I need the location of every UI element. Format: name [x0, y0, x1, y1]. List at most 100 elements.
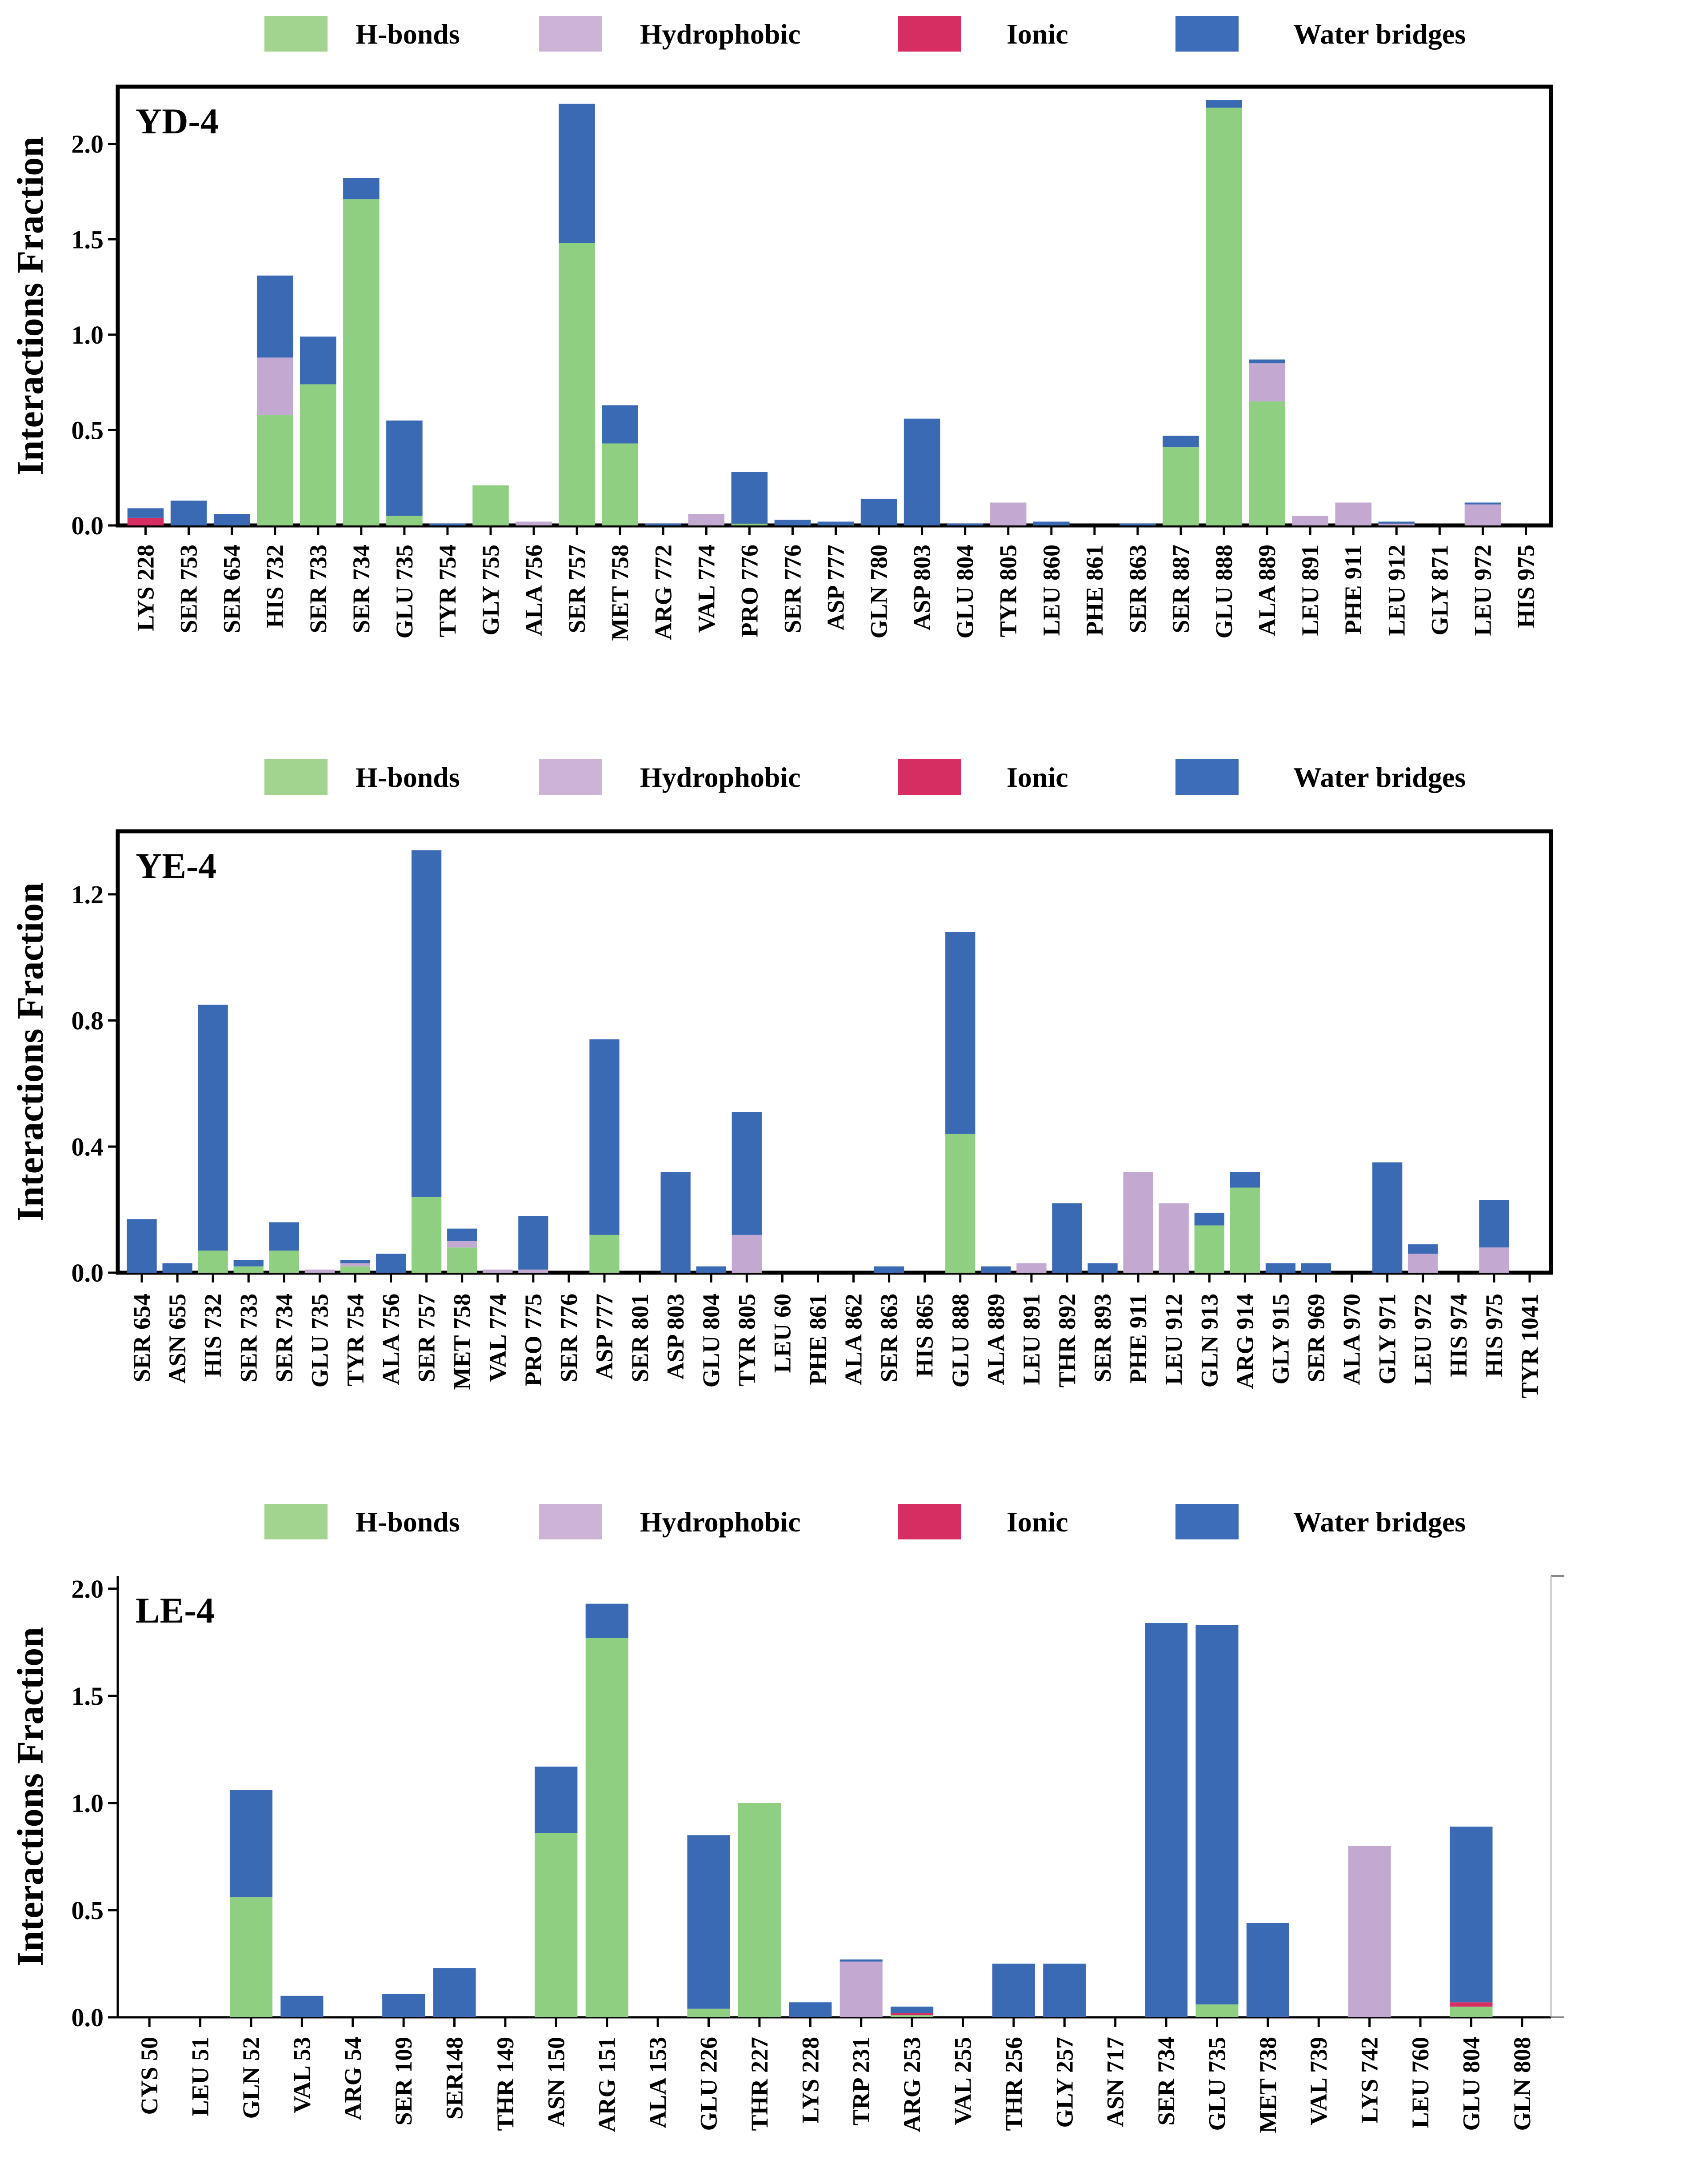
legend-label-hydrophobic: Hydrophobic [640, 1506, 801, 1538]
legend-label-h-bonds: H-bonds [356, 18, 460, 50]
y-tick-label: 0.4 [72, 1132, 104, 1161]
panel-label: YE-4 [136, 846, 216, 886]
x-tick-label: SER 733 [305, 545, 332, 633]
x-tick-label: PRO 776 [736, 545, 763, 637]
bar-phe-911 [1123, 1172, 1153, 1273]
x-tick-label: HIS 974 [1445, 1294, 1472, 1377]
bar-segment-water-bridges [992, 1964, 1035, 2017]
bar-segment-h-bonds [340, 1266, 371, 1273]
bar-segment-water-bridges [386, 420, 423, 516]
bar-segment-water-bridges [1033, 521, 1070, 525]
x-tick-label: TYR 1041 [1516, 1294, 1543, 1399]
y-tick-label: 0.5 [72, 416, 104, 445]
x-tick-label: MET 758 [607, 545, 633, 641]
y-tick-label: 0.0 [72, 511, 104, 540]
bar-ala-756 [376, 1254, 406, 1273]
bar-gly-755 [472, 485, 509, 525]
legend-swatch-hydrophobic [539, 1504, 602, 1539]
bar-tyr-805 [990, 502, 1027, 525]
x-tick-label: TYR 805 [733, 1294, 760, 1387]
bar-segment-h-bonds [535, 1833, 578, 2017]
x-tick-label: LEU 972 [1469, 545, 1496, 636]
bar-segment-water-bridges [687, 1835, 730, 2009]
x-tick-label: SER 734 [348, 545, 375, 633]
bar-segment-water-bridges [1378, 521, 1415, 524]
x-tick-label: THR 256 [1000, 2037, 1027, 2131]
bar-segment-hydrophobic [447, 1241, 477, 1248]
x-tick-label: VAL 774 [484, 1294, 511, 1382]
legend-swatch-ionic [898, 1504, 961, 1539]
bar-met-758 [447, 1228, 477, 1273]
bar-tyr-805 [732, 1112, 762, 1273]
x-tick-label: SER 863 [1124, 545, 1151, 633]
bar-ser-776 [774, 520, 811, 525]
bar-segment-water-bridges [874, 1266, 904, 1273]
legend-swatch-ionic [898, 759, 961, 795]
bar-segment-water-bridges [559, 104, 595, 243]
x-tick-label: THR 227 [746, 2037, 773, 2131]
bar-segment-hydrophobic [1123, 1172, 1153, 1273]
x-tick-label: ASP 803 [662, 1294, 689, 1380]
bar-lys-742 [1348, 1846, 1391, 2017]
bar-segment-water-bridges [945, 932, 975, 1134]
bar-segment-water-bridges [433, 1968, 476, 2017]
bar-segment-water-bridges [518, 1216, 548, 1270]
x-tick-label: HIS 865 [911, 1294, 938, 1377]
bar-ser-863 [874, 1266, 904, 1273]
x-tick-label: ALA 756 [520, 545, 547, 636]
x-tick-label: SER 734 [271, 1294, 297, 1383]
x-tick-label: LEU 51 [187, 2037, 214, 2116]
x-tick-label: ALA 153 [644, 2037, 671, 2128]
bar-arg-914 [1230, 1172, 1260, 1273]
x-tick-label: LYS 228 [797, 2037, 824, 2124]
bar-segment-h-bonds [585, 1638, 628, 2017]
bar-segment-h-bonds [1163, 447, 1199, 525]
legend-label-water-bridges: Water bridges [1293, 1506, 1466, 1538]
bar-segment-h-bonds [1195, 2004, 1239, 2017]
bar-leu-972 [1408, 1244, 1438, 1273]
x-tick-label: ALA 862 [840, 1294, 867, 1385]
bar-segment-water-bridges [1301, 1263, 1331, 1273]
bar-glu-735 [386, 420, 423, 525]
x-tick-label: LYS 228 [132, 545, 159, 631]
bar-segment-water-bridges [731, 472, 768, 524]
x-tick-label: LEU 60 [769, 1294, 796, 1373]
bar-asp-777 [589, 1039, 620, 1273]
bar-segment-water-bridges [1249, 359, 1285, 364]
legend-label-ionic: Ionic [1007, 1506, 1068, 1538]
bar-segment-hydrophobic [1479, 1247, 1509, 1273]
x-tick-label: ASP 777 [591, 1294, 618, 1380]
x-tick-label: ARG 772 [650, 545, 676, 640]
legend-swatch-hydrophobic [539, 16, 602, 52]
y-tick-label: 1.0 [72, 1789, 104, 1818]
bar-lys-228 [127, 508, 164, 525]
x-tick-label: GLY 257 [1051, 2037, 1078, 2128]
bar-segment-water-bridges [696, 1266, 726, 1273]
bar-segment-hydrophobic [340, 1263, 371, 1266]
bar-gly-971 [1372, 1162, 1403, 1273]
bar-phe-911 [1335, 502, 1371, 525]
panel-label: LE-4 [136, 1590, 215, 1631]
bar-segment-h-bonds [589, 1234, 620, 1273]
bar-segment-water-bridges [645, 523, 682, 525]
bar-ser-969 [1301, 1263, 1331, 1273]
bar-segment-water-bridges [256, 275, 293, 358]
x-tick-label: GLU 735 [1203, 2037, 1230, 2131]
x-tick-label: GLU 226 [696, 2037, 722, 2131]
legend-label-water-bridges: Water bridges [1293, 18, 1466, 50]
bar-ser-109 [382, 1993, 425, 2017]
bar-segment-hydrophobic [1249, 363, 1285, 402]
x-tick-label: LEU 972 [1410, 1294, 1436, 1385]
x-tick-label: HIS 975 [1512, 545, 1539, 628]
bar-segment-water-bridges [340, 1260, 371, 1263]
x-tick-label: ARG 253 [899, 2037, 925, 2132]
bar-segment-hydrophobic [1335, 502, 1371, 525]
bar-leu-891 [1016, 1263, 1047, 1273]
x-tick-label: VAL 739 [1305, 2037, 1332, 2125]
legend-swatch-h-bonds [264, 16, 328, 52]
bar-segment-water-bridges [789, 2002, 832, 2017]
chart-panel-yd-4: H-bonds Hydrophobic Ionic Water bridges 0.0 0… [10, 16, 1553, 641]
x-tick-label: ASP 803 [909, 545, 935, 631]
bar-segment-water-bridges [732, 1112, 762, 1235]
